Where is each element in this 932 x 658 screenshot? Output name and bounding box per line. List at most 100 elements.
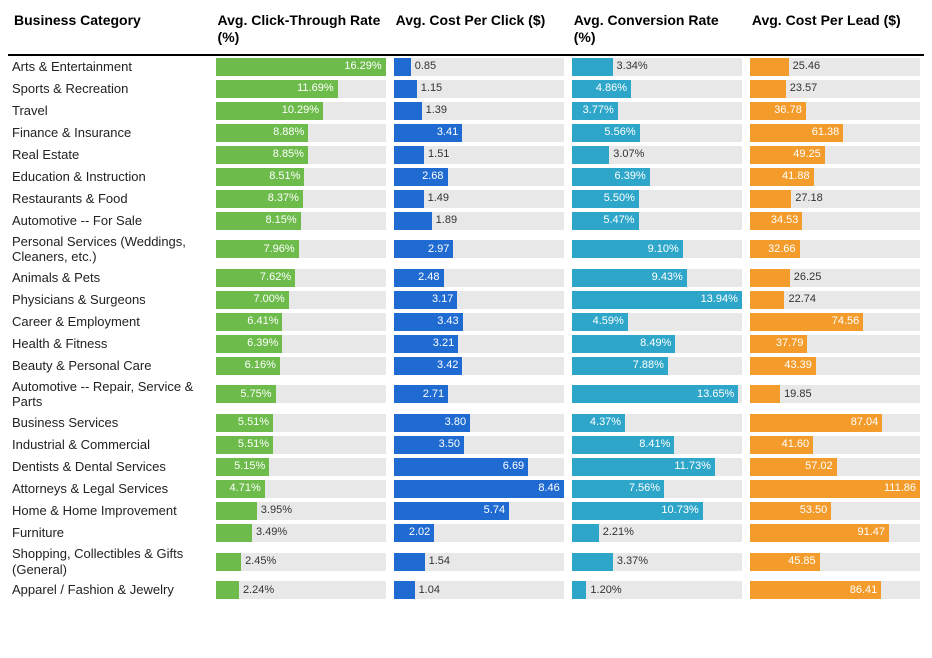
cpl-cell: 53.50 xyxy=(746,500,924,522)
conv-cell: 4.37% xyxy=(568,412,746,434)
cpl-bar-label: 41.60 xyxy=(778,436,814,454)
ctr-bar-track: 3.95% xyxy=(216,502,386,520)
conv-bar-label: 4.59% xyxy=(589,313,628,331)
cpl-cell: 74.56 xyxy=(746,311,924,333)
cpc-bar-label: 3.41 xyxy=(433,124,462,142)
ctr-bar xyxy=(216,581,239,599)
cpc-cell: 1.89 xyxy=(390,210,568,232)
ctr-cell: 5.51% xyxy=(212,412,390,434)
cpc-bar-track: 0.85 xyxy=(394,58,564,76)
cpc-bar-label: 8.46 xyxy=(534,480,563,498)
cpc-cell: 3.17 xyxy=(390,289,568,311)
cpc-bar xyxy=(394,190,424,208)
ctr-bar-track: 8.37% xyxy=(216,190,386,208)
cpc-cell: 6.69 xyxy=(390,456,568,478)
cpl-bar-track: 34.53 xyxy=(750,212,920,230)
table-row: Home & Home Improvement3.95%5.7410.73%53… xyxy=(8,500,924,522)
ctr-bar-track: 11.69% xyxy=(216,80,386,98)
cpc-bar-label: 1.51 xyxy=(424,146,453,164)
ctr-bar-label: 5.51% xyxy=(234,414,273,432)
ctr-cell: 8.85% xyxy=(212,144,390,166)
ctr-cell: 7.62% xyxy=(212,267,390,289)
ctr-cell: 6.39% xyxy=(212,333,390,355)
conv-cell: 13.65% xyxy=(568,377,746,412)
category-cell: Automotive -- Repair, Service & Parts xyxy=(8,377,212,412)
category-cell: Restaurants & Food xyxy=(8,188,212,210)
table-row: Automotive -- For Sale8.15%1.895.47%34.5… xyxy=(8,210,924,232)
conv-bar-label: 10.73% xyxy=(657,502,702,520)
ctr-bar xyxy=(216,524,252,542)
category-cell: Health & Fitness xyxy=(8,333,212,355)
cpc-cell: 8.46 xyxy=(390,478,568,500)
ctr-bar-track: 4.71% xyxy=(216,480,386,498)
ctr-bar-label: 8.85% xyxy=(269,146,308,164)
table-row: Career & Employment6.41%3.434.59%74.56 xyxy=(8,311,924,333)
cpc-cell: 2.71 xyxy=(390,377,568,412)
cpl-bar xyxy=(750,190,791,208)
cpl-bar-label: 27.18 xyxy=(791,190,827,208)
category-cell: Animals & Pets xyxy=(8,267,212,289)
ctr-cell: 8.51% xyxy=(212,166,390,188)
cpc-bar-track: 3.41 xyxy=(394,124,564,142)
cpl-cell: 26.25 xyxy=(746,267,924,289)
conv-bar-label: 8.49% xyxy=(636,335,675,353)
table-row: Beauty & Personal Care 6.16% 3.42 7.88%43.3… xyxy=(8,355,924,377)
cpl-cell: 57.02 xyxy=(746,456,924,478)
cpc-bar-label: 2.71 xyxy=(419,385,448,403)
ctr-bar-track: 8.85% xyxy=(216,146,386,164)
cpc-bar-track: 1.04 xyxy=(394,581,564,599)
conv-bar-track: 4.37% xyxy=(572,414,742,432)
conv-bar-track: 3.37% xyxy=(572,553,742,571)
table-row: Restaurants & Food8.37%1.495.50%27.18 xyxy=(8,188,924,210)
cpc-bar-label: 2.68 xyxy=(418,168,447,186)
ctr-cell: 5.15% xyxy=(212,456,390,478)
cpc-bar-track: 1.51 xyxy=(394,146,564,164)
cpc-bar-label: 3.21 xyxy=(429,335,458,353)
conv-bar-track: 1.20% xyxy=(572,581,742,599)
table-row: Business Services5.51%3.804.37%87.04 xyxy=(8,412,924,434)
header-cpc: Avg. Cost Per Click ($) xyxy=(390,8,568,55)
ctr-bar-track: 5.75% xyxy=(216,385,386,403)
ctr-cell: 7.00% xyxy=(212,289,390,311)
conv-bar-track: 3.34% xyxy=(572,58,742,76)
conv-bar-track: 8.49% xyxy=(572,335,742,353)
cpl-bar xyxy=(750,291,785,309)
category-cell: Beauty & Personal Care xyxy=(8,355,212,377)
cpl-bar-label: 87.04 xyxy=(847,414,883,432)
conv-bar-track: 7.88% xyxy=(572,357,742,375)
ctr-bar-track: 5.15% xyxy=(216,458,386,476)
ctr-bar-label: 5.15% xyxy=(230,458,269,476)
cpc-bar-track: 3.42 xyxy=(394,357,564,375)
ctr-cell: 3.49% xyxy=(212,522,390,544)
cpl-bar-track: 74.56 xyxy=(750,313,920,331)
cpl-bar-label: 111.86 xyxy=(880,480,920,498)
conv-bar-track: 3.77% xyxy=(572,102,742,120)
cpl-bar-track: 86.41 xyxy=(750,581,920,599)
conv-bar-label: 11.73% xyxy=(670,458,715,476)
table-row: Attorneys & Legal Services4.71%8.467.56%… xyxy=(8,478,924,500)
cpc-bar-track: 3.21 xyxy=(394,335,564,353)
cpc-bar xyxy=(394,553,425,571)
ctr-bar-track: 7.96% xyxy=(216,240,386,258)
conv-cell: 9.10% xyxy=(568,232,746,267)
category-cell: Attorneys & Legal Services xyxy=(8,478,212,500)
cpc-bar-label: 3.17 xyxy=(428,291,457,309)
cpl-cell: 45.85 xyxy=(746,544,924,579)
category-cell: Industrial & Commercial xyxy=(8,434,212,456)
conv-cell: 9.43% xyxy=(568,267,746,289)
ctr-bar-track: 2.45% xyxy=(216,553,386,571)
conv-bar-label: 5.50% xyxy=(600,190,639,208)
ctr-bar-label: 6.16% xyxy=(241,357,280,375)
conv-cell: 11.73% xyxy=(568,456,746,478)
cpl-cell: 43.39 xyxy=(746,355,924,377)
conv-bar-label: 13.94% xyxy=(697,291,742,309)
cpc-cell: 1.54 xyxy=(390,544,568,579)
cpl-bar-track: 111.86 xyxy=(750,480,920,498)
table-row: Furniture3.49%2.022.21%91.47 xyxy=(8,522,924,544)
conv-bar xyxy=(572,58,613,76)
category-cell: Education & Instruction xyxy=(8,166,212,188)
conv-cell: 13.94% xyxy=(568,289,746,311)
conv-bar-label: 9.43% xyxy=(648,269,687,287)
conv-bar-track: 13.65% xyxy=(572,385,742,403)
table-row: Dentists & Dental Services5.15%6.6911.73… xyxy=(8,456,924,478)
